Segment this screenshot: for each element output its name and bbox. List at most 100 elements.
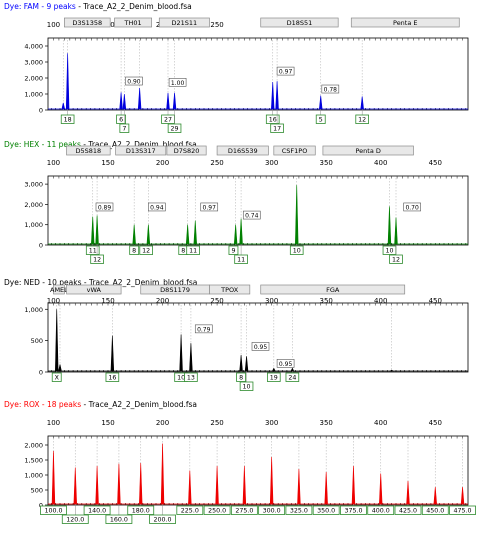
peak-mark (389, 369, 395, 372)
locus-label: AMEL (50, 286, 68, 294)
allele-box (139, 245, 153, 255)
allele-label: 425.0 (399, 508, 417, 515)
y-tick-label: 2,000 (24, 442, 43, 450)
locus-label: D7S820 (174, 147, 200, 155)
peak-mark (295, 185, 299, 245)
peak-mark (95, 215, 99, 245)
x-tick-label: 250 (210, 419, 223, 427)
allele-label: 5 (319, 117, 323, 124)
allele-label: 16 (108, 375, 116, 382)
allele-label: 24 (288, 375, 296, 382)
allele-label: 10 (243, 384, 251, 391)
peak-mark (139, 462, 143, 505)
x-tick-label: 100 (47, 419, 60, 427)
peak-mark (394, 217, 398, 245)
y-tick-label: 0 (39, 502, 43, 510)
locus-box (158, 17, 210, 28)
allele-box (105, 514, 133, 524)
peak-mark (239, 218, 243, 245)
locus-label: FGA (326, 286, 340, 294)
x-tick-label: 100 (47, 21, 60, 29)
allele-label: 19 (270, 375, 278, 382)
ratio-box (276, 359, 295, 368)
allele-box (119, 123, 130, 133)
allele-label: 29 (171, 126, 179, 133)
allele-label: 27 (164, 117, 172, 124)
allele-label: 140.0 (88, 508, 106, 515)
locus-box (260, 284, 406, 295)
ratio-box (251, 342, 270, 351)
locus-label: D8S1179 (160, 286, 190, 294)
peak-mark (61, 102, 66, 110)
allele-box (265, 114, 280, 124)
allele-box (236, 372, 246, 382)
plot-frame (47, 175, 469, 246)
allele-label: 12 (93, 257, 101, 264)
allele-box (315, 114, 326, 124)
x-tick-label: 450 (429, 297, 442, 305)
peak-mark (460, 486, 465, 505)
allele-label: 12 (358, 117, 366, 124)
allele-box (389, 254, 403, 264)
allele-box (367, 505, 395, 515)
ratio-label: 0.78 (324, 87, 338, 94)
allele-box (258, 505, 286, 515)
trace-label: - Trace_A2_2_Denim_blood.fsa (82, 278, 198, 287)
allele-label: 13 (187, 375, 195, 382)
y-tick-label: 500 (31, 337, 43, 345)
allele-box (186, 245, 200, 255)
x-tick-label: 300 (265, 159, 278, 167)
allele-box (312, 505, 340, 515)
ratio-box (148, 202, 166, 212)
allele-box (230, 505, 258, 515)
peak-mark (318, 95, 323, 110)
dye-title: Dye: FAM - 9 peaks - Trace_A2_2_Denim_bl… (4, 2, 192, 11)
locus-label: D13S317 (126, 147, 156, 155)
allele-box (289, 245, 304, 255)
y-tick-label: 1,000 (24, 91, 43, 99)
allele-label: 475.0 (454, 508, 472, 515)
x-tick-label: 250 (210, 159, 223, 167)
peak-mark (166, 92, 170, 110)
allele-box (394, 505, 422, 515)
allele-box (270, 123, 284, 133)
locus-box (209, 284, 251, 295)
allele-box (228, 245, 239, 255)
allele-box (85, 245, 100, 255)
allele-label: 10 (385, 248, 393, 255)
peak-mark (271, 367, 276, 372)
x-tick-label: 200 (156, 297, 169, 305)
allele-label: 275.0 (235, 508, 253, 515)
locus-label: D18S51 (287, 19, 313, 27)
panel-ned: Dye: NED - 10 peaks - Trace_A2_2_Denim_b… (4, 278, 469, 391)
locus-label: Penta E (393, 19, 418, 27)
dye-label: Dye: NED - 10 peaks (4, 278, 82, 287)
y-tick-label: 1,500 (24, 457, 43, 465)
locus-label: TPOX (220, 286, 239, 294)
peak-mark (95, 465, 99, 505)
allele-box (61, 514, 89, 524)
dye-title: Dye: HEX - 11 peaks - Trace_A2_2_Denim_b… (4, 140, 197, 149)
ratio-label: 0.94 (150, 204, 164, 211)
peak-mark (215, 465, 219, 505)
y-tick-label: 500 (31, 487, 43, 495)
allele-box (449, 505, 476, 515)
allele-box (285, 372, 300, 382)
allele-label: 375.0 (344, 508, 362, 515)
peak-mark (239, 355, 243, 372)
allele-box (421, 505, 449, 515)
panel-rox: Dye: ROX - 18 peaks - Trace_A2_2_Denim_b… (4, 400, 476, 524)
peak-mark (122, 94, 127, 110)
plot-frame (47, 435, 469, 506)
peak-mark (379, 473, 383, 505)
ratio-box (194, 324, 213, 334)
allele-box (239, 381, 254, 391)
allele-label: 7 (122, 126, 126, 133)
peak-mark (55, 309, 59, 372)
y-tick-label: 1,000 (24, 306, 43, 314)
allele-label: 10 (177, 375, 185, 382)
peak-mark (324, 471, 328, 505)
ratio-box (242, 210, 261, 220)
locus-label: D21S11 (172, 19, 198, 27)
allele-box (116, 114, 126, 124)
